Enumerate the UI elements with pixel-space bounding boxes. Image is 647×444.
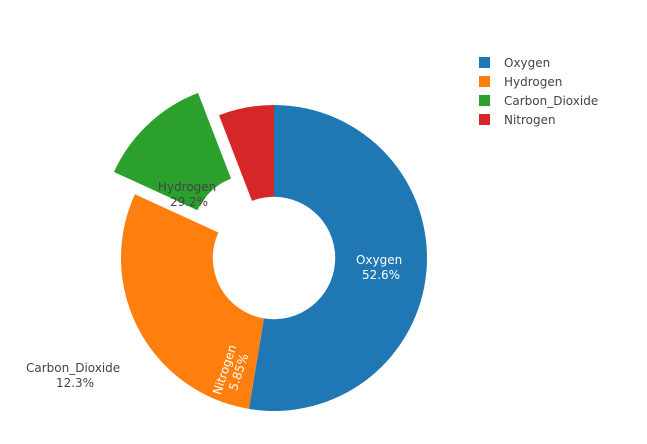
legend-item-oxygen[interactable]: Oxygen (472, 53, 598, 72)
pie-labels: Oxygen 52.6% Hydrogen 29.2% Carbon_Dioxi… (26, 180, 406, 396)
slice-label-hydrogen-percent: 29.2% (170, 195, 208, 209)
pie-slice-nitrogen[interactable] (218, 105, 274, 201)
slice-label-oxygen-name: Oxygen (356, 253, 402, 267)
legend-label: Hydrogen (504, 74, 563, 89)
slice-label-carbon-dioxide: Carbon_Dioxide 12.3% (26, 361, 124, 390)
legend-swatch-oxygen-icon (479, 57, 490, 68)
legend-label: Nitrogen (504, 112, 556, 127)
slice-label-oxygen-percent: 52.6% (362, 268, 400, 282)
legend-item-nitrogen[interactable]: Nitrogen (472, 110, 598, 129)
pie-slice-oxygen[interactable] (248, 105, 428, 411)
pie-slices (113, 92, 428, 411)
slice-label-carbon-dioxide-name: Carbon_Dioxide (26, 361, 120, 375)
legend-swatch-nitrogen-icon (479, 114, 490, 125)
legend-label: Oxygen (504, 55, 551, 70)
slice-label-oxygen: Oxygen 52.6% (356, 253, 406, 282)
pie-slice-hydrogen[interactable] (121, 194, 264, 409)
legend-item-hydrogen[interactable]: Hydrogen (472, 72, 598, 91)
legend-swatch-carbon-dioxide-icon (479, 95, 490, 106)
legend-label: Carbon_Dioxide (504, 93, 599, 108)
legend-swatch-hydrogen-icon (479, 76, 490, 87)
slice-label-hydrogen: Hydrogen 29.2% (158, 180, 220, 209)
slice-label-hydrogen-name: Hydrogen (158, 180, 216, 194)
legend-item-carbon-dioxide[interactable]: Carbon_Dioxide (472, 91, 598, 110)
legend: Oxygen Hydrogen Carbon_Dioxide Nitrogen (472, 53, 598, 129)
slice-label-carbon-dioxide-percent: 12.3% (56, 376, 94, 390)
pie-slice-carbon-dioxide[interactable] (113, 92, 232, 211)
